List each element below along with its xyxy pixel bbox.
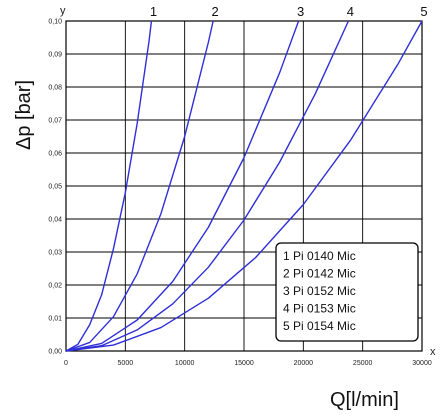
y-tick-label: 0,00 xyxy=(48,349,62,356)
curve-end-labels: 1 2 3 4 5 xyxy=(150,4,428,19)
legend-entry: 1 Pi 0140 Mic xyxy=(283,249,356,263)
y-tick-label: 0,01 xyxy=(48,316,62,323)
y-tick-label: 0,07 xyxy=(48,118,62,125)
legend-entry: 3 Pi 0152 Mic xyxy=(283,284,356,298)
plot-area-border xyxy=(65,20,423,352)
y-tick-label: 0,05 xyxy=(48,184,62,191)
y-tick-label: 0,08 xyxy=(48,85,62,92)
series-line-5 xyxy=(65,20,423,352)
y-tick-label: 0,09 xyxy=(48,52,62,59)
y-tick-label: 0,03 xyxy=(48,250,62,257)
series-line-3 xyxy=(65,20,300,352)
x-axis-title: Q[l/min] xyxy=(330,389,399,411)
y-tick-label: 0,02 xyxy=(48,283,62,290)
legend-entry: 4 Pi 0153 Mic xyxy=(283,302,356,316)
y-axis-letter: y xyxy=(60,5,66,17)
x-tick-label: 30000 xyxy=(412,360,432,367)
legend-entry: 5 Pi 0154 Mic xyxy=(283,319,356,333)
x-axis-letter: x xyxy=(430,346,436,358)
x-tick-label: 10000 xyxy=(175,360,195,367)
grid xyxy=(66,21,422,351)
x-tick-label: 25000 xyxy=(353,360,373,367)
curve-end-label: 1 xyxy=(150,4,157,19)
legend: 1 Pi 0140 Mic 2 Pi 0142 Mic 3 Pi 0152 Mic 4… xyxy=(275,242,419,342)
curve-end-label: 4 xyxy=(347,4,354,19)
tick-labels: 0 5000 10000 15000 20000 25000 30000 0,00 0,01 0,… xyxy=(48,19,431,368)
curve-end-label: 2 xyxy=(212,4,219,19)
x-tick-label: 20000 xyxy=(294,360,314,367)
series-lines xyxy=(65,20,423,352)
legend-entry: 2 Pi 0142 Mic xyxy=(283,267,356,281)
x-tick-label: 0 xyxy=(64,360,68,367)
series-line-1 xyxy=(65,20,153,352)
legend-box xyxy=(275,242,419,342)
y-tick-label: 0,06 xyxy=(48,151,62,158)
x-tick-label: 15000 xyxy=(234,360,254,367)
x-tick-label: 5000 xyxy=(118,360,134,367)
y-tick-label: 0,04 xyxy=(48,217,62,224)
series-line-2 xyxy=(65,20,214,352)
series-line-4 xyxy=(65,20,350,352)
curve-end-label: 5 xyxy=(420,4,427,19)
y-tick-label: 0,10 xyxy=(48,19,62,26)
y-axis-title: Δp [bar] xyxy=(13,80,35,150)
curve-end-label: 3 xyxy=(297,4,304,19)
